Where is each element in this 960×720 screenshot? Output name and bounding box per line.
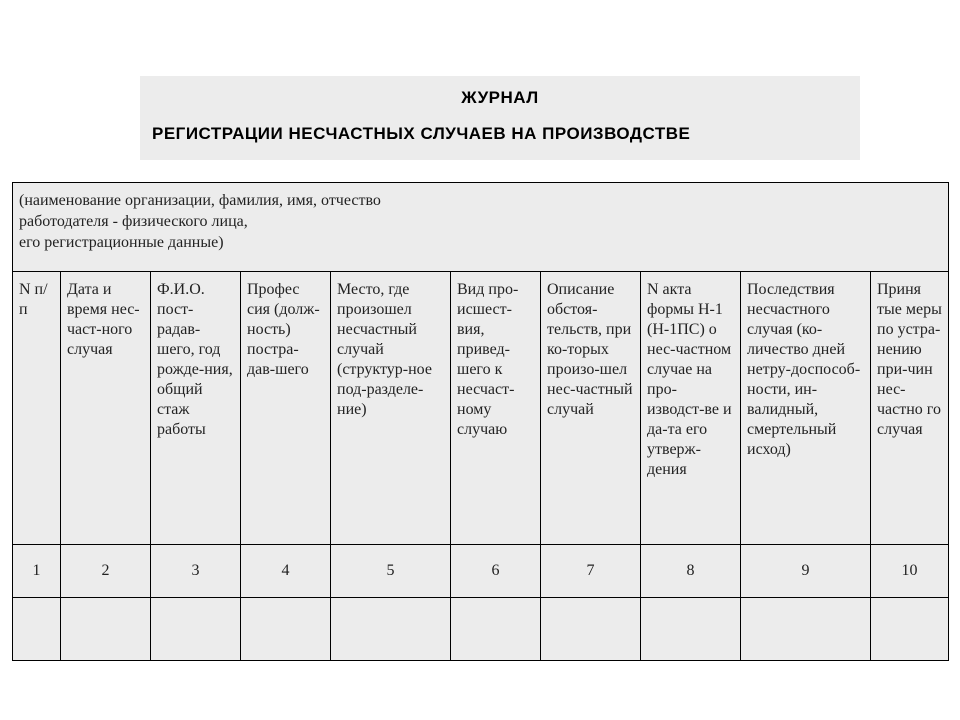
blank-10 <box>871 598 949 661</box>
col-header-2: Дата и время нес-част-ного случая <box>61 272 151 545</box>
col-num-5: 5 <box>331 545 451 598</box>
number-row: 1 2 3 4 5 6 7 8 9 10 <box>13 545 949 598</box>
col-num-6: 6 <box>451 545 541 598</box>
blank-9 <box>741 598 871 661</box>
blank-row <box>13 598 949 661</box>
org-row: (наименование организации, фамилия, имя,… <box>13 183 949 272</box>
blank-7 <box>541 598 641 661</box>
col-header-4: Профес сия (долж-ность) постра-дав-шего <box>241 272 331 545</box>
col-num-4: 4 <box>241 545 331 598</box>
col-header-9: Последствия несчастного случая (ко-личес… <box>741 272 871 545</box>
blank-3 <box>151 598 241 661</box>
col-num-1: 1 <box>13 545 61 598</box>
blank-4 <box>241 598 331 661</box>
col-num-8: 8 <box>641 545 741 598</box>
col-header-7: Описание обстоя-тельств, при ко-торых пр… <box>541 272 641 545</box>
org-cell: (наименование организации, фамилия, имя,… <box>13 183 949 272</box>
blank-2 <box>61 598 151 661</box>
col-header-10: Приня тые меры по устра-нению при-чин не… <box>871 272 949 545</box>
col-num-9: 9 <box>741 545 871 598</box>
col-num-3: 3 <box>151 545 241 598</box>
blank-5 <box>331 598 451 661</box>
blank-8 <box>641 598 741 661</box>
page: ЖУРНАЛ РЕГИСТРАЦИИ НЕСЧАСТНЫХ СЛУЧАЕВ НА… <box>0 0 960 720</box>
blank-1 <box>13 598 61 661</box>
title-line2: РЕГИСТРАЦИИ НЕСЧАСТНЫХ СЛУЧАЕВ НА ПРОИЗВ… <box>152 124 848 144</box>
title-block: ЖУРНАЛ РЕГИСТРАЦИИ НЕСЧАСТНЫХ СЛУЧАЕВ НА… <box>140 76 860 160</box>
col-header-6: Вид про-исшест-вия, привед-шего к несчас… <box>451 272 541 545</box>
col-header-5: Место, где произошел несчастный случай (… <box>331 272 451 545</box>
header-row: N п/п Дата и время нес-част-ного случая … <box>13 272 949 545</box>
title-line1: ЖУРНАЛ <box>152 88 848 108</box>
col-header-3: Ф.И.О. пост-радав-шего, год рожде-ния, о… <box>151 272 241 545</box>
journal-table: (наименование организации, фамилия, имя,… <box>12 182 949 661</box>
col-header-8: N акта формы Н-1 (Н-1ПС) о нес-частном с… <box>641 272 741 545</box>
col-num-2: 2 <box>61 545 151 598</box>
table-wrap: (наименование организации, фамилия, имя,… <box>12 182 948 661</box>
col-num-10: 10 <box>871 545 949 598</box>
col-header-1: N п/п <box>13 272 61 545</box>
col-num-7: 7 <box>541 545 641 598</box>
org-note: (наименование организации, фамилия, имя,… <box>19 191 942 253</box>
blank-6 <box>451 598 541 661</box>
